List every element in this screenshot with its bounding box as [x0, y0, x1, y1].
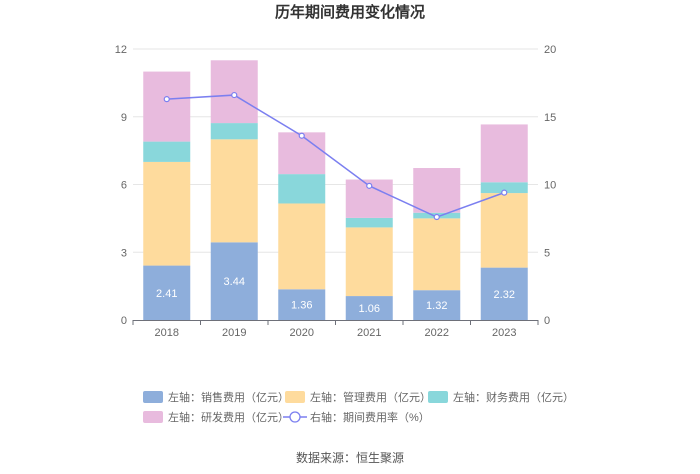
legend-label: 左轴：财务费用（亿元）: [453, 390, 574, 404]
bar-segment: [143, 141, 191, 162]
bar-segment: [210, 242, 258, 320]
bar-segment: [278, 132, 326, 175]
right-tick-label: 5: [544, 247, 550, 259]
bar-segment: [413, 218, 461, 291]
legend-swatch: [285, 391, 305, 403]
left-tick-label: 6: [121, 180, 127, 192]
bar-data-label: 2.32: [494, 289, 515, 301]
bar-segment: [143, 161, 191, 266]
rate-point: [433, 213, 440, 221]
right-tick-label: 20: [544, 44, 556, 56]
x-tick-label: 2022: [425, 327, 449, 339]
legend-swatch: [143, 391, 163, 403]
x-tick-label: 2018: [155, 327, 179, 339]
legend-swatch: [428, 391, 448, 403]
bar-segment: [480, 193, 528, 268]
bar-segment: [480, 267, 528, 320]
left-axis: 0 3 6 9 12: [115, 44, 127, 327]
legend-point-swatch: [289, 411, 301, 423]
rate-line-series: [163, 91, 508, 221]
legend-swatch: [143, 411, 163, 423]
bar-segment: [210, 60, 258, 124]
bar-segment: [345, 296, 393, 320]
x-axis: 2018 2019 2020 2021 2022 2023: [132, 320, 539, 339]
bar-data-label: 1.06: [359, 303, 380, 315]
rate-point: [163, 96, 170, 103]
x-tick-label: 2021: [357, 327, 381, 339]
legend-label: 左轴：管理费用（亿元）: [310, 390, 431, 404]
right-tick-label: 10: [544, 180, 556, 192]
grid-lines: [133, 48, 538, 253]
rate-line: [166, 94, 505, 218]
bar-segment: [345, 217, 393, 228]
bar-data-label: 3.44: [224, 276, 245, 288]
bar-data-label: 2.41: [156, 288, 177, 300]
bar-segment: [278, 203, 326, 290]
x-tick-label: 2019: [222, 327, 246, 339]
rate-point: [501, 189, 508, 196]
bar-segment: [413, 290, 461, 320]
bar-data-label: 1.36: [291, 300, 312, 312]
left-tick-label: 9: [121, 112, 127, 124]
right-tick-label: 15: [544, 112, 556, 124]
bar-segment: [143, 265, 191, 320]
bar-data-label: 1.32: [426, 300, 447, 312]
rate-point: [231, 91, 238, 99]
bar-segment: [143, 71, 191, 142]
left-tick-label: 12: [115, 44, 127, 56]
legend-label: 左轴：研发费用（亿元）: [168, 410, 289, 424]
bar-segment: [345, 227, 393, 297]
rate-point: [298, 132, 305, 139]
rate-point: [366, 182, 373, 189]
bar-segment: [480, 182, 528, 194]
bar-segment: [210, 139, 258, 243]
legend-label: 右轴：期间费用率（%）: [310, 410, 430, 424]
bar-segment: [413, 168, 461, 213]
bar-segment: [210, 123, 258, 140]
left-tick-label: 3: [121, 247, 127, 259]
left-tick-label: 0: [121, 315, 127, 327]
x-tick-label: 2020: [290, 327, 314, 339]
legend-label: 左轴：销售费用（亿元）: [168, 390, 289, 404]
right-axis: 0 5 10 15 20: [544, 44, 556, 327]
bar-segment: [480, 124, 528, 183]
legend: 左轴：销售费用（亿元） 左轴：管理费用（亿元） 左轴：财务费用（亿元） 左轴：研发费用…: [143, 390, 574, 424]
bar-segment: [278, 174, 326, 204]
bar-series: 2.41 3.44 1.36 1.06 1.32 2.32: [143, 60, 528, 320]
bar-segment: [278, 289, 326, 320]
source-note: 数据来源：恒生聚源: [296, 450, 404, 465]
x-tick-label: 2023: [492, 327, 516, 339]
right-tick-label: 0: [544, 315, 550, 327]
chart-title: 历年期间费用变化情况: [275, 3, 425, 21]
